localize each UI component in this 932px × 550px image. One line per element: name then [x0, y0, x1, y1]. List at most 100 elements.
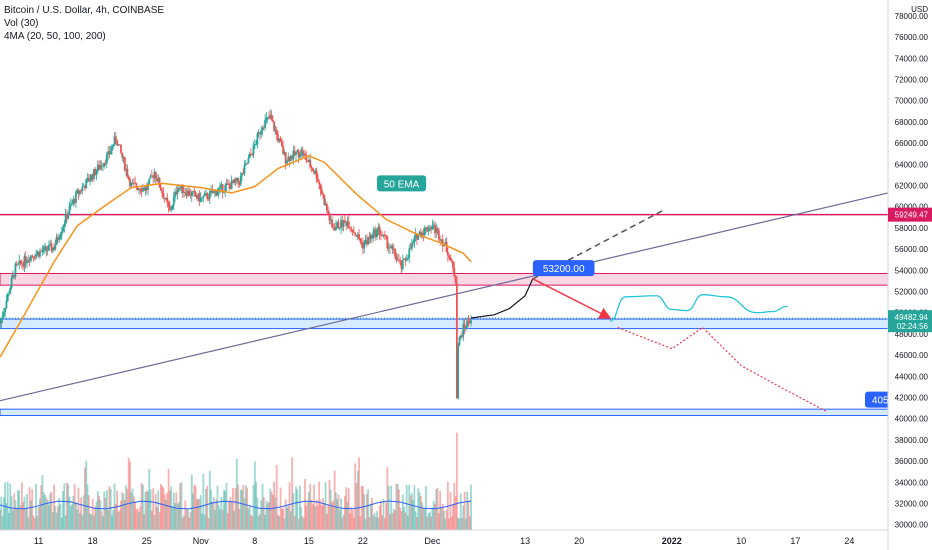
volume-bar	[2, 497, 5, 530]
candle-body	[58, 238, 61, 240]
volume-bar	[134, 501, 137, 530]
candle-body	[265, 118, 268, 120]
volume-bar	[302, 518, 305, 530]
candle	[125, 163, 128, 177]
candle-body	[120, 144, 122, 153]
volume-bar	[203, 514, 206, 530]
candle	[159, 183, 162, 191]
candle-body	[10, 278, 13, 288]
candle-body	[183, 192, 185, 193]
volume-bar	[256, 497, 259, 530]
candle	[109, 145, 112, 155]
volume-bar	[13, 493, 16, 530]
candle-body	[466, 320, 469, 328]
candle-body	[301, 149, 304, 156]
candle	[162, 187, 165, 200]
volume-bar	[457, 517, 460, 530]
candle	[84, 184, 86, 192]
volume-bar	[293, 515, 296, 530]
volume-bar	[73, 484, 76, 530]
candle	[319, 183, 322, 196]
y-tick-label: 64000.00	[895, 160, 929, 169]
y-tick-label: 74000.00	[895, 54, 929, 63]
candle-body	[434, 224, 436, 233]
volume-bar	[280, 509, 283, 530]
volume-bar	[265, 500, 268, 530]
candle	[466, 317, 469, 329]
volume-bar	[144, 492, 147, 530]
volume-bar	[360, 485, 363, 530]
candle-body	[221, 184, 224, 193]
candle-body	[62, 226, 64, 232]
volume-bar	[147, 491, 149, 530]
candle-body	[250, 153, 252, 155]
candle-body	[168, 206, 171, 211]
candle-body	[437, 230, 440, 240]
candle	[395, 252, 398, 263]
candle	[1, 311, 4, 323]
volume-bar	[120, 500, 122, 530]
volume-bar	[80, 497, 82, 530]
symbol-title[interactable]: Bitcoin / U.S. Dollar, 4h, COINBASE	[4, 5, 165, 16]
candle	[17, 262, 19, 266]
volume-bar	[162, 487, 165, 530]
candle-body	[270, 115, 273, 120]
candle-body	[2, 312, 5, 317]
candle-body	[228, 183, 230, 186]
candle-body	[196, 196, 198, 199]
candle	[57, 234, 59, 244]
candle	[349, 226, 351, 232]
candle-body	[283, 152, 286, 154]
price-axis	[888, 0, 932, 550]
candle	[331, 216, 333, 228]
candle-body	[51, 247, 54, 251]
volume-bar	[311, 504, 314, 530]
volume-bar	[459, 493, 462, 530]
volume-bar	[403, 506, 406, 530]
volume-bar	[407, 515, 409, 530]
y-tick-label: 44000.00	[895, 372, 929, 381]
candle	[113, 132, 116, 147]
volume-indicator-label[interactable]: Vol (30)	[4, 18, 39, 29]
candle-body	[154, 171, 157, 179]
candle-body	[253, 144, 256, 146]
volume-bar	[399, 507, 402, 530]
candle-body	[139, 188, 142, 191]
current-price-text: 49482.94	[895, 313, 929, 322]
candle	[434, 220, 436, 239]
candle	[140, 186, 143, 197]
candle-body	[288, 156, 291, 162]
volume-bar	[223, 489, 225, 530]
candle-body	[395, 256, 398, 261]
candle-body	[135, 183, 138, 188]
candle-body	[185, 192, 188, 196]
y-tick-label: 68000.00	[895, 118, 929, 127]
ma-indicator-label[interactable]: 4MA (20, 50, 100, 200)	[4, 31, 106, 42]
volume-bar	[189, 512, 192, 530]
candle	[368, 232, 371, 244]
candle-body	[216, 192, 219, 196]
y-tick-label: 60000.00	[895, 203, 929, 212]
candle	[247, 154, 250, 164]
candle-body	[232, 180, 234, 183]
candle	[19, 260, 22, 266]
volume-bar	[417, 488, 420, 530]
volume-bar	[252, 484, 255, 530]
x-tick-label: 24	[844, 536, 854, 546]
volume-bar	[248, 506, 251, 530]
candle-body	[233, 179, 236, 183]
volume-bar	[306, 502, 309, 530]
volume-bar	[68, 496, 71, 530]
candle	[4, 307, 7, 319]
candle	[347, 215, 350, 229]
candle	[360, 238, 363, 248]
volume-bar	[385, 502, 387, 530]
candle-body	[78, 190, 81, 194]
candle	[350, 225, 353, 233]
candle-body	[390, 246, 393, 248]
volume-bar	[139, 506, 142, 530]
volume-bar	[100, 511, 103, 530]
candle	[394, 248, 396, 260]
candle-body	[266, 116, 269, 119]
